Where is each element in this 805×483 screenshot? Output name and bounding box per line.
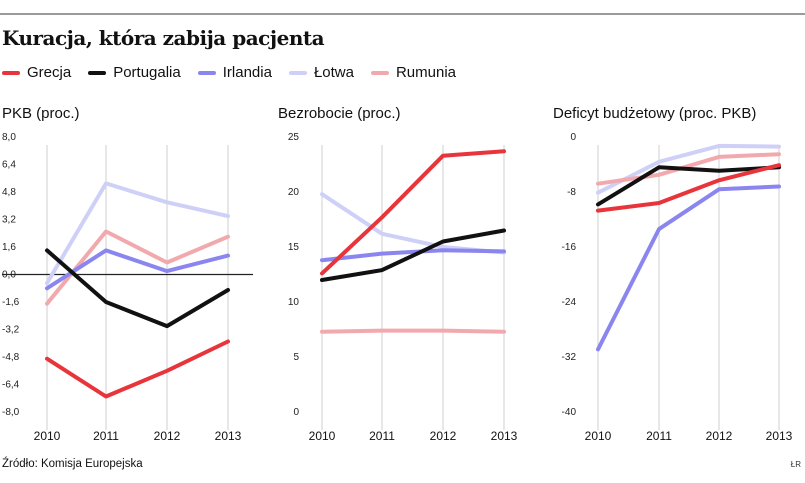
author-credit: ŁR xyxy=(790,460,801,469)
chart-title-pkb: PKB (proc.) xyxy=(2,105,80,122)
legend: Grecja Portugalia Irlandia Łotwa Rumunia xyxy=(2,64,473,81)
x-tick-label: 2012 xyxy=(154,429,181,443)
series-line-lotwa xyxy=(320,192,506,255)
y-tick-label: 8,0 xyxy=(2,132,16,143)
source-note: Źródło: Komisja Europejska xyxy=(2,458,143,470)
legend-label: Irlandia xyxy=(222,64,272,81)
series-line-grecja xyxy=(45,339,230,399)
series-line-rumunia xyxy=(45,229,230,306)
series-line-rumunia xyxy=(320,328,506,334)
series-line-grecja xyxy=(596,163,781,213)
y-tick-label: -3,2 xyxy=(2,325,20,336)
x-tick-label: 2011 xyxy=(646,429,672,443)
y-tick-label: -32 xyxy=(562,352,577,363)
y-tick-label: -24 xyxy=(562,297,577,308)
y-tick-label: -1,6 xyxy=(2,297,20,308)
y-tick-label: 1,6 xyxy=(2,242,16,253)
y-tick-label: 5 xyxy=(293,352,299,363)
x-tick-label: 2013 xyxy=(491,429,518,443)
y-tick-label: -6,4 xyxy=(2,380,20,391)
x-tick-label: 2010 xyxy=(585,429,612,443)
y-tick-label: -16 xyxy=(562,242,577,253)
y-tick-label: 25 xyxy=(288,132,300,143)
x-tick-label: 2012 xyxy=(430,429,457,443)
y-tick-label: 3,2 xyxy=(2,215,16,226)
y-tick-label: 15 xyxy=(288,242,300,253)
y-tick-label: 10 xyxy=(288,297,300,308)
legend-label: Łotwa xyxy=(313,64,354,81)
series-line-portugalia xyxy=(596,165,781,207)
legend-label: Rumunia xyxy=(395,64,456,81)
x-tick-label: 2012 xyxy=(706,429,733,443)
x-tick-label: 2011 xyxy=(369,429,395,443)
series-line-portugalia xyxy=(45,248,230,329)
top-rule xyxy=(0,13,805,15)
series-line-lotwa xyxy=(45,181,230,286)
series-line-portugalia xyxy=(320,228,506,282)
y-tick-label: -4,8 xyxy=(2,352,20,363)
legend-swatch-grecja xyxy=(2,70,20,75)
y-tick-label: -8 xyxy=(567,187,576,198)
y-tick-label: 4,8 xyxy=(2,187,16,198)
x-tick-label: 2013 xyxy=(215,429,242,443)
legend-item: Łotwa xyxy=(288,64,354,81)
y-tick-label: 20 xyxy=(288,187,300,198)
legend-item: Portugalia xyxy=(88,64,181,81)
chart-title-deficyt: Deficyt budżetowy (proc. PKB) xyxy=(553,105,757,122)
series-line-irlandia xyxy=(45,248,230,291)
y-tick-label: 0 xyxy=(293,407,299,418)
legend-item: Grecja xyxy=(2,64,71,81)
series-line-grecja xyxy=(320,149,506,276)
legend-label: Grecja xyxy=(27,64,72,81)
y-tick-label: -8,0 xyxy=(2,407,20,418)
chart-title-bezrobocie: Bezrobocie (proc.) xyxy=(278,105,401,122)
x-tick-label: 2011 xyxy=(93,429,119,443)
y-tick-label: 0 xyxy=(570,132,576,143)
legend-swatch-portugalia xyxy=(88,70,107,75)
page-title: Kuracja, która zabija pacjenta xyxy=(2,26,325,50)
series-line-irlandia xyxy=(320,248,506,263)
series-line-irlandia xyxy=(596,184,781,352)
legend-swatch-irlandia xyxy=(197,70,216,75)
legend-item: Rumunia xyxy=(370,64,456,81)
x-tick-label: 2010 xyxy=(309,429,336,443)
y-tick-label: -40 xyxy=(562,407,577,418)
legend-item: Irlandia xyxy=(197,64,272,81)
legend-swatch-lotwa xyxy=(288,70,307,75)
x-tick-label: 2013 xyxy=(766,429,793,443)
y-tick-label: 6,4 xyxy=(2,160,16,171)
series-line-rumunia xyxy=(596,152,781,186)
x-tick-label: 2010 xyxy=(34,429,61,443)
legend-swatch-rumunia xyxy=(370,70,389,75)
legend-label: Portugalia xyxy=(113,64,181,81)
